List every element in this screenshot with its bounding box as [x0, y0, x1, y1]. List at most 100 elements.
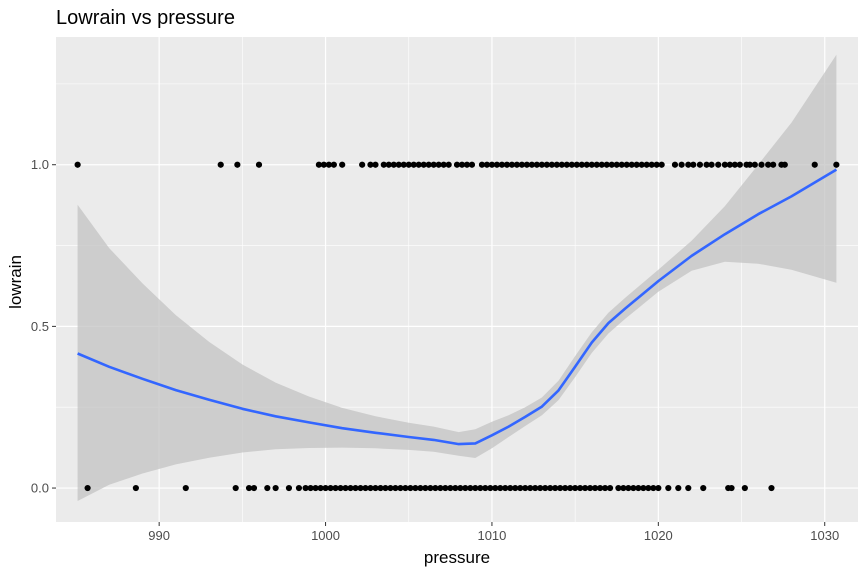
- smooth-fit-line: [77, 168, 838, 446]
- data-point: [503, 161, 511, 168]
- data-point: [572, 484, 579, 492]
- data-point: [402, 484, 409, 492]
- data-point: [588, 161, 595, 168]
- data-point: [700, 484, 707, 492]
- data-point: [425, 161, 432, 168]
- data-point: [452, 484, 459, 492]
- y-axis-title: lowrain: [6, 255, 25, 309]
- data-point: [467, 484, 474, 492]
- data-point: [487, 484, 494, 492]
- data-point: [478, 161, 486, 168]
- scatter-points: [74, 161, 840, 492]
- data-point: [407, 484, 414, 492]
- data-point: [317, 484, 324, 492]
- data-point: [721, 161, 728, 168]
- data-point: [640, 484, 647, 492]
- data-point: [395, 161, 402, 168]
- data-point: [463, 161, 471, 168]
- data-point: [132, 484, 139, 492]
- data-point: [320, 161, 327, 168]
- data-point: [442, 484, 449, 492]
- data-point: [372, 161, 379, 168]
- data-point: [390, 161, 397, 168]
- x-tick-label: 990: [148, 528, 170, 543]
- data-point: [330, 161, 337, 168]
- data-point: [528, 161, 535, 168]
- data-point: [658, 161, 665, 168]
- data-point: [675, 484, 682, 492]
- data-point: [182, 484, 189, 492]
- x-axis-title: pressure: [424, 548, 490, 567]
- data-point: [615, 484, 622, 492]
- data-point: [522, 484, 529, 492]
- data-point: [527, 484, 534, 492]
- data-point: [553, 161, 560, 168]
- data-point: [347, 484, 354, 492]
- data-point: [613, 161, 620, 168]
- x-tick-label: 1000: [311, 528, 340, 543]
- data-point: [726, 161, 733, 168]
- data-point: [577, 484, 584, 492]
- data-point: [332, 484, 339, 492]
- data-point: [447, 484, 454, 492]
- data-point: [537, 484, 544, 492]
- data-point: [512, 484, 519, 492]
- chart-title: Lowrain vs pressure: [56, 7, 235, 29]
- data-point: [339, 161, 346, 168]
- data-point: [573, 161, 580, 168]
- data-point: [547, 484, 554, 492]
- x-axis-ticks: 990 1000 1010 1020 1030: [148, 522, 839, 543]
- data-point: [502, 484, 509, 492]
- data-point: [405, 161, 412, 168]
- data-point: [492, 484, 499, 492]
- data-point: [731, 161, 738, 168]
- data-point: [781, 161, 788, 168]
- confidence-band: [77, 54, 837, 502]
- data-point: [483, 161, 491, 168]
- data-point: [362, 484, 369, 492]
- data-point: [400, 161, 407, 168]
- data-point: [563, 161, 570, 168]
- data-point: [302, 484, 309, 492]
- data-point: [567, 484, 574, 492]
- data-point: [415, 161, 422, 168]
- data-point: [833, 161, 840, 168]
- data-point: [543, 161, 550, 168]
- data-point: [741, 484, 748, 492]
- data-point: [385, 161, 392, 168]
- data-point: [342, 484, 349, 492]
- x-tick-label: 1010: [477, 528, 506, 543]
- data-point: [648, 161, 655, 168]
- data-point: [552, 484, 559, 492]
- data-point: [380, 161, 387, 168]
- data-point: [758, 161, 765, 168]
- data-point: [84, 484, 91, 492]
- data-point: [620, 484, 627, 492]
- data-point: [765, 161, 772, 168]
- data-point: [327, 484, 334, 492]
- data-point: [746, 161, 753, 168]
- data-point: [392, 484, 399, 492]
- data-point: [477, 484, 484, 492]
- data-point: [508, 161, 516, 168]
- data-point: [548, 161, 555, 168]
- data-point: [643, 161, 650, 168]
- data-point: [295, 484, 303, 492]
- data-point: [557, 484, 564, 492]
- data-point: [630, 484, 637, 492]
- data-point: [430, 161, 437, 168]
- y-axis-ticks: 0.0 0.5 1.0: [31, 157, 56, 496]
- data-point: [715, 161, 722, 168]
- data-point: [367, 484, 374, 492]
- data-point: [578, 161, 585, 168]
- data-point: [633, 161, 640, 168]
- data-point: [603, 161, 610, 168]
- data-point: [645, 484, 652, 492]
- data-point: [768, 484, 775, 492]
- data-point: [417, 484, 424, 492]
- data-point: [665, 484, 672, 492]
- data-point: [337, 484, 344, 492]
- data-point: [635, 484, 642, 492]
- data-point: [587, 484, 594, 492]
- data-point: [598, 161, 605, 168]
